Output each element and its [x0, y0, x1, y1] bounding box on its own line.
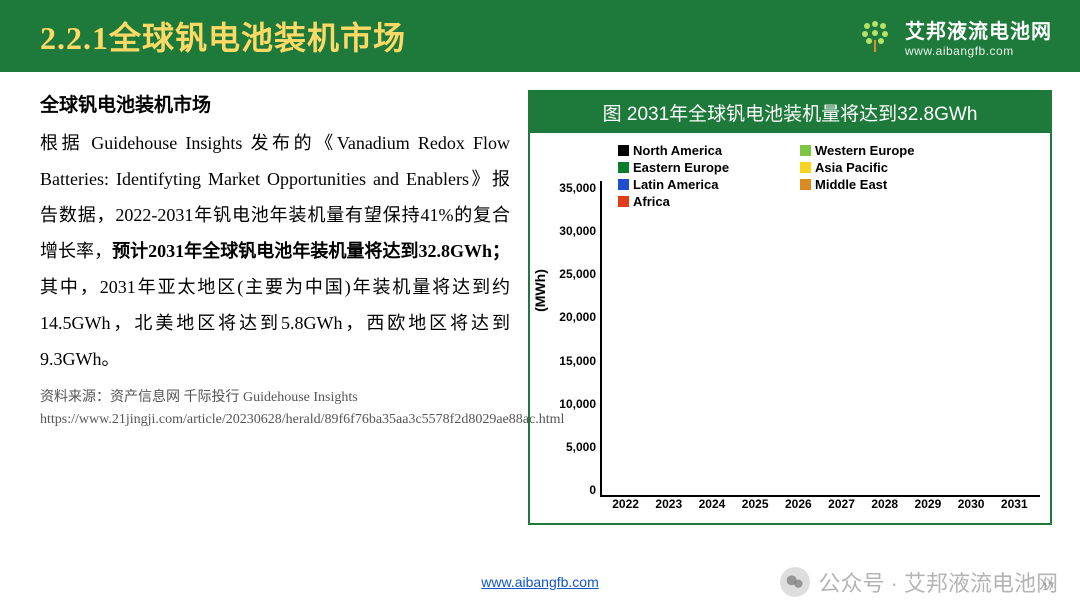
brand-name: 艾邦液流电池网 — [905, 15, 1052, 44]
chart-title: 图 2031年全球钒电池装机量将达到32.8GWh — [530, 92, 1050, 133]
x-tick: 2024 — [696, 497, 728, 517]
content-row: 全球钒电池装机市场 根据 Guidehouse Insights 发布的《Van… — [0, 72, 1080, 525]
legend-label: Asia Pacific — [815, 160, 888, 175]
legend-item: North America — [618, 143, 778, 158]
x-ticks: 2022 2023 2024 2025 2026 2027 2028 2029 2030 2031 — [600, 497, 1040, 517]
x-tick: 2022 — [610, 497, 642, 517]
y-tick: 5,000 — [559, 440, 600, 454]
legend-item: Western Europe — [800, 143, 960, 158]
legend-swatch — [618, 145, 629, 156]
legend-label: Eastern Europe — [633, 160, 729, 175]
legend-label: North America — [633, 143, 722, 158]
x-tick: 2027 — [826, 497, 858, 517]
para-post: 其中，2031年亚太地区(主要为中国)年装机量将达到约14.5GWh，北美地区将… — [40, 277, 510, 369]
source-block: 资料来源：资产信息网 千际投行 Guidehouse Insights http… — [40, 387, 510, 432]
source-url: https://www.21jingji.com/article/2023062… — [40, 409, 510, 431]
body-paragraph: 根据 Guidehouse Insights 发布的《Vanadium Redo… — [40, 125, 510, 377]
legend-item: Eastern Europe — [618, 160, 778, 175]
legend: North America Western Europe Eastern Europ… — [600, 141, 1040, 181]
y-tick: 10,000 — [559, 397, 600, 411]
wechat-icon — [780, 567, 810, 597]
chart-panel: 图 2031年全球钒电池装机量将达到32.8GWh (MWh) 35,000 30… — [528, 90, 1052, 525]
y-tick: 35,000 — [559, 181, 600, 195]
bars-area — [600, 181, 1040, 497]
legend-item: Asia Pacific — [800, 160, 960, 175]
x-tick: 2031 — [998, 497, 1030, 517]
x-tick: 2030 — [955, 497, 987, 517]
y-tick: 0 — [559, 483, 600, 497]
y-axis: (MWh) 35,00030,00025,00020,00015,00010,0… — [540, 141, 600, 517]
x-tick: 2029 — [912, 497, 944, 517]
y-tick: 20,000 — [559, 310, 600, 324]
plot-area: North America Western Europe Eastern Europ… — [600, 141, 1040, 517]
legend-swatch — [800, 145, 811, 156]
y-tick: 30,000 — [559, 224, 600, 238]
text-column: 全球钒电池装机市场 根据 Guidehouse Insights 发布的《Van… — [40, 90, 510, 525]
legend-swatch — [618, 162, 629, 173]
x-tick: 2025 — [739, 497, 771, 517]
brand-block: 艾邦液流电池网 www.aibangfb.com — [859, 15, 1052, 58]
y-tick: 15,000 — [559, 354, 600, 368]
y-ticks: 35,000 30,000 25,000 20,000 15,000 10,000 5,00… — [559, 141, 600, 517]
brand-url: www.aibangfb.com — [905, 44, 1052, 58]
source-line: 资料来源：资产信息网 千际投行 Guidehouse Insights — [40, 387, 510, 409]
subheading: 全球钒电池装机市场 — [40, 90, 510, 117]
page-title: 2.2.1全球钒电池装机市场 — [40, 13, 406, 59]
para-bold: 预计2031年全球钒电池年装机量将达到32.8GWh； — [112, 241, 510, 261]
header-bar: 2.2.1全球钒电池装机市场 艾邦液流电池网 www.aibangfb.com — [0, 0, 1080, 72]
watermark-text: 公众号 · 艾邦液流电池网 — [818, 566, 1058, 598]
legend-swatch — [800, 162, 811, 173]
x-tick: 2028 — [869, 497, 901, 517]
x-tick: 2023 — [653, 497, 685, 517]
watermark: 公众号 · 艾邦液流电池网 — [780, 566, 1058, 598]
legend-label: Western Europe — [815, 143, 914, 158]
x-tick: 2026 — [782, 497, 814, 517]
chart-body: (MWh) 35,000 30,000 25,000 20,000 15,000 10,0… — [530, 133, 1050, 523]
brand-logo-icon — [859, 18, 895, 54]
footer-link[interactable]: www.aibangfb.com — [481, 574, 599, 590]
y-tick: 25,000 — [559, 267, 600, 281]
y-axis-label: (MWh) — [532, 269, 548, 312]
